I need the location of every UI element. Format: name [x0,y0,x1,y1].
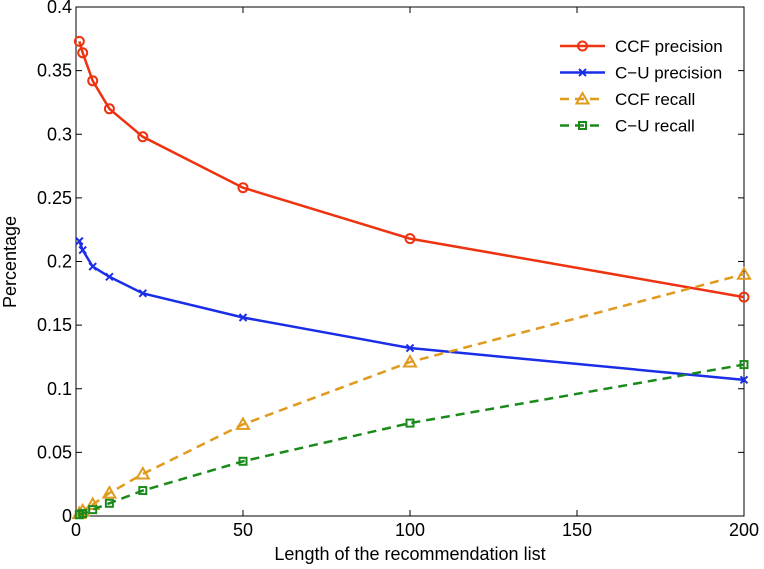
x-tick-label: 100 [395,520,425,540]
y-tick-label: 0.35 [37,61,72,81]
axes: 0 50 100 150 200 0 0.05 0.1 0.15 0.2 0.25 0.3 0.35 0.… [37,0,759,540]
data-point-ccf-precision [87,75,99,87]
data-point-c-u-recall [88,505,98,515]
x-tick-label: 0 [71,520,81,540]
series-group [71,35,752,520]
legend-label-ccf-recall: CCF recall [615,90,695,109]
data-point-c-u-precision [739,375,749,385]
data-point-ccf-recall [101,485,118,499]
data-point-c-u-precision [88,262,97,271]
legend: CCF precision C−U precision CCF recall C−U … [560,37,723,136]
data-point-ccf-precision [103,103,115,115]
y-axis-label: Percentage [0,216,20,308]
legend-label-c-u-precision: C−U precision [615,64,722,83]
series-line-ccf-recall [78,273,745,515]
legend-marker-ccf-recall [574,90,591,105]
data-point-c-u-precision [105,272,114,281]
x-tick-label: 200 [729,520,759,540]
legend-marker-c-u-precision [578,68,587,77]
series-c-u-precision [75,236,749,385]
data-point-ccf-recall [84,496,101,511]
data-point-ccf-recall [402,354,418,368]
x-tick-label: 150 [562,520,592,540]
series-ccf-recall [71,266,752,519]
data-point-ccf-recall [135,465,151,480]
y-tick-label: 0.15 [37,315,72,335]
y-tick-label: 0.25 [37,188,72,208]
y-tick-label: 0.05 [37,442,72,462]
data-point-c-u-precision [405,343,415,353]
y-tick-label: 0.1 [47,379,72,399]
y-tick-label: 0.2 [47,252,72,272]
data-point-c-u-recall [104,498,114,508]
data-point-ccf-precision [738,291,750,303]
plot-frame [75,6,745,517]
data-point-c-u-recall [739,360,749,370]
data-point-c-u-recall [238,456,248,466]
data-point-ccf-recall [736,266,752,280]
x-axis-label: Length of the recommendation list [274,544,545,564]
legend-marker-c-u-recall [578,121,587,130]
x-tick-label: 50 [233,520,253,540]
legend-label-ccf-precision: CCF precision [615,37,723,56]
series-line-c-u-recall [78,363,745,516]
y-tick-label: 0.3 [47,124,72,144]
series-ccf-precision [73,35,750,303]
data-point-ccf-precision [404,233,416,245]
data-point-c-u-precision [238,313,248,322]
data-point-c-u-recall [405,418,415,428]
data-point-c-u-precision [75,236,84,246]
data-point-ccf-precision [237,182,249,194]
legend-label-c-u-recall: C−U recall [615,117,695,136]
data-point-c-u-precision [138,289,148,298]
data-point-c-u-precision [78,245,87,255]
data-point-ccf-precision [137,131,149,143]
y-tick-label: 0 [62,506,72,526]
y-tick-label: 0.4 [47,0,72,17]
series-c-u-recall [74,360,749,520]
data-point-c-u-recall [138,486,148,496]
data-point-ccf-precision [73,35,85,47]
data-point-ccf-precision [77,47,89,59]
legend-marker-ccf-precision [577,40,588,52]
data-point-ccf-recall [235,416,251,430]
data-point-c-u-recall [78,508,88,518]
